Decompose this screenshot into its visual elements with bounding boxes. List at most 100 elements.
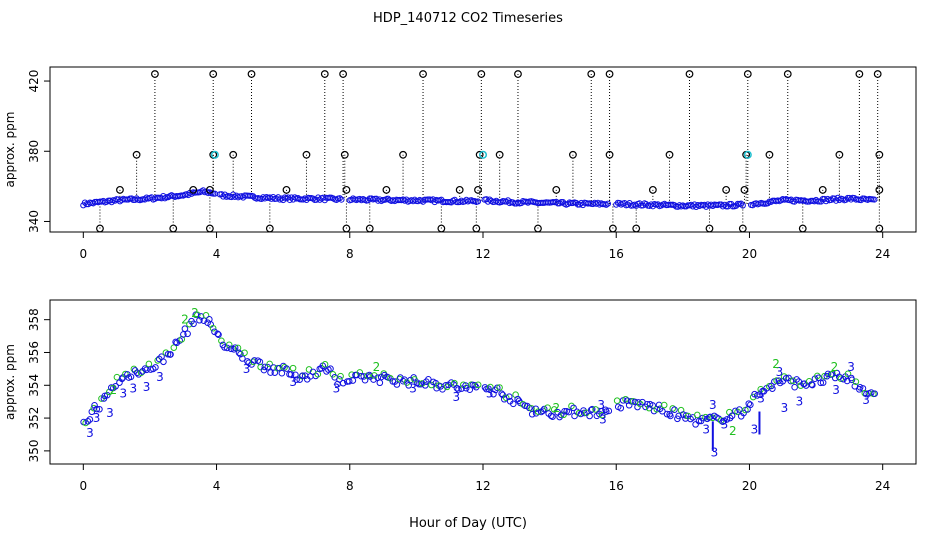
outlier-point: [685, 70, 694, 78]
co2-detail-point: [357, 372, 365, 380]
glyph-marker: 3: [796, 395, 804, 409]
x-tick-label: 8: [346, 479, 354, 493]
co2-detail-point: [327, 365, 334, 373]
co2-detail-point: [127, 373, 135, 381]
co2-detail-point: [196, 316, 203, 324]
outlier-point: [399, 150, 407, 159]
glyph-marker: 2: [831, 360, 839, 374]
co2-detail-point-secondary: [451, 379, 458, 387]
outlier-point: [169, 224, 178, 233]
glyph-marker: 3: [757, 391, 765, 405]
co2-detail-point-secondary: [145, 360, 153, 368]
co2-detail-point: [181, 325, 189, 333]
glyph-marker: 3: [597, 398, 605, 412]
co2-point: [739, 202, 746, 209]
outlier-point: [382, 185, 391, 194]
co2-detail-point: [817, 379, 825, 387]
co2-detail-point-secondary: [170, 344, 178, 351]
co2-detail-point: [547, 412, 555, 420]
co2-detail-point: [540, 405, 548, 413]
co2-detail-point: [856, 384, 864, 391]
co2-point: [200, 187, 207, 194]
co2-detail-point: [723, 416, 731, 423]
y-axis-title: approx. ppm: [3, 112, 17, 188]
co2-detail-point: [500, 395, 508, 403]
outlier-point: [320, 70, 329, 78]
glyph-marker: 3: [143, 380, 151, 394]
co2-detail-point: [580, 409, 588, 417]
co2-detail-point: [769, 385, 776, 392]
co2-detail-point: [809, 381, 816, 389]
glyph-marker: 3: [453, 390, 461, 404]
outlier-point: [342, 224, 351, 233]
co2-detail-point: [172, 338, 179, 346]
co2-detail-point-secondary: [356, 369, 364, 376]
outlier-point: [455, 185, 464, 194]
glyph-marker: 3: [289, 375, 297, 389]
co2-detail-point: [509, 400, 517, 408]
outlier-point: [302, 150, 311, 159]
co2-detail-point: [453, 384, 461, 392]
outlier-point: [648, 185, 657, 194]
co2-detail-point: [498, 390, 505, 397]
co2-point: [688, 201, 695, 208]
co2-detail-point: [103, 391, 111, 399]
x-tick-label: 4: [213, 247, 221, 261]
co2-detail-point: [239, 355, 246, 362]
glyph-marker: 3: [486, 386, 494, 400]
co2-detail-point: [414, 379, 421, 387]
co2-point: [399, 196, 407, 203]
co2-detail-point: [871, 390, 878, 397]
co2-detail-point-secondary: [636, 400, 644, 408]
outlier-point: [339, 70, 348, 78]
co2-detail-point-secondary: [669, 405, 677, 412]
outlier-point: [783, 70, 792, 78]
glyph-marker: 3: [86, 426, 94, 440]
co2-detail-point: [93, 405, 101, 413]
glyph-marker: 3: [106, 406, 114, 420]
x-axis-label: Hour of Day (UTC): [409, 516, 527, 531]
co2-detail-point-secondary: [544, 404, 551, 411]
outlier-point: [151, 70, 159, 78]
glyph-marker: 3: [847, 360, 855, 374]
co2-detail-point: [565, 408, 573, 416]
co2-detail-point: [88, 408, 96, 416]
co2-detail-point: [819, 379, 827, 386]
co2-detail-point-secondary: [234, 344, 242, 352]
co2-point: [338, 196, 345, 203]
outlier-point: [189, 185, 198, 194]
outlier-point: [419, 70, 427, 78]
co2-detail-point: [96, 405, 103, 413]
outlier-point: [437, 224, 446, 233]
chart-panel-top: 0 4 8 12 16 20 24 340 380 420 approx. ppm: [3, 66, 917, 261]
co2-detail-point-secondary: [250, 358, 257, 366]
co2-detail-point: [293, 376, 300, 383]
y-tick-label: 358: [27, 308, 41, 331]
co2-point: [764, 200, 771, 207]
co2-detail-point-secondary: [289, 364, 297, 372]
co2-detail-point: [278, 369, 286, 377]
co2-detail-point: [659, 407, 666, 415]
glyph-marker: 3: [129, 382, 137, 396]
outlier-point: [632, 224, 641, 233]
co2-detail-point: [635, 399, 642, 406]
co2-point: [336, 195, 343, 202]
co2-detail-point-secondary: [622, 395, 629, 403]
co2-detail-point: [336, 376, 343, 383]
co2-detail-point-secondary: [852, 378, 860, 385]
co2-point: [871, 196, 878, 203]
glyph-marker: 2: [109, 383, 117, 397]
highlight-point: [743, 150, 752, 159]
co2-detail-point: [588, 405, 596, 413]
co2-detail-point-secondary: [194, 311, 201, 319]
glyph-marker: 2: [373, 360, 381, 374]
outlier-point: [765, 150, 774, 159]
outlier-point: [514, 70, 522, 78]
co2-detail-point: [768, 382, 775, 390]
co2-detail-point: [561, 407, 568, 415]
co2-detail-point: [230, 346, 238, 353]
y-tick-label: 350: [27, 439, 41, 462]
x-tick-label: 16: [609, 479, 624, 493]
outlier-point: [342, 185, 351, 194]
